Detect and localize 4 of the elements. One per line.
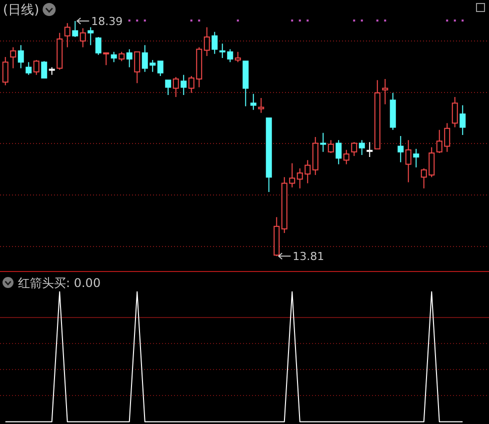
annotation: 13.81 (292, 250, 324, 264)
annotation: 18.39 (91, 15, 123, 28)
title: (日线) (3, 3, 40, 18)
title: 红箭头买: 0.00 (18, 276, 101, 290)
